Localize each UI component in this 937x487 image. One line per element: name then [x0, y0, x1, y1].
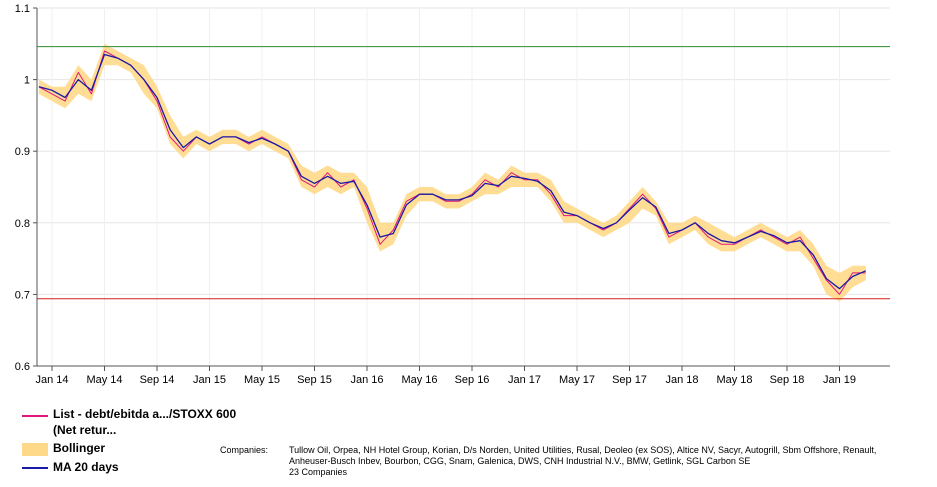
- legend-label-series: List - debt/ebitda a.../STOXX 600 (Net r…: [53, 407, 237, 437]
- legend-item-ma[interactable]: MA 20 days: [22, 459, 262, 478]
- x-tick-label: Jan 17: [508, 374, 541, 386]
- line-chart: 0.6 0.7 0.8 0.9 1 1.1 Jan 14 May 14 Sep 14 Jan 15…: [15, 3, 890, 386]
- x-tick-label: May 15: [244, 374, 280, 386]
- x-tick-label: May 17: [559, 374, 595, 386]
- x-tick-label: Jan 16: [350, 374, 383, 386]
- x-tick-label: Sep 14: [140, 374, 175, 386]
- bollinger-band-swatch: [22, 443, 48, 456]
- legend-label-bollinger: Bollinger: [53, 441, 106, 455]
- y-tick-label: 1.1: [15, 3, 30, 15]
- x-tick-label: Jan 15: [193, 374, 226, 386]
- y-tick-label: 0.6: [15, 361, 30, 373]
- legend-item-bollinger[interactable]: Bollinger: [22, 440, 262, 459]
- legend: List - debt/ebitda a.../STOXX 600 (Net r…: [22, 406, 262, 478]
- x-tick-label: Sep 17: [612, 374, 647, 386]
- x-tick-label: Sep 18: [770, 374, 805, 386]
- y-tick-label: 0.9: [15, 146, 30, 158]
- y-tick-label: 0.8: [15, 218, 30, 230]
- x-tick-label: Sep 16: [455, 374, 490, 386]
- legend-item-series[interactable]: List - debt/ebitda a.../STOXX 600 (Net r…: [22, 406, 262, 440]
- series-line: [38, 50, 866, 295]
- x-tick-label: Jan 19: [823, 374, 856, 386]
- legend-label-ma: MA 20 days: [53, 460, 119, 474]
- x-tick-label: May 14: [86, 374, 122, 386]
- x-tick-label: May 18: [716, 374, 752, 386]
- x-tick-label: May 16: [401, 374, 437, 386]
- ma-line: [38, 53, 867, 290]
- x-tick-label: Jan 18: [665, 374, 698, 386]
- companies-count: 23 Companies: [289, 467, 348, 477]
- x-tick-label: Jan 14: [35, 374, 68, 386]
- companies-list: Tullow Oil, Orpea, NH Hotel Group, Koria…: [289, 445, 919, 478]
- ma-line-swatch: [22, 467, 48, 469]
- companies-label: Companies:: [220, 445, 269, 455]
- bollinger-band: [38, 43, 866, 302]
- y-tick-label: 0.7: [15, 289, 30, 301]
- companies-names: Tullow Oil, Orpea, NH Hotel Group, Koria…: [289, 445, 877, 466]
- y-tick-label: 1: [24, 75, 30, 87]
- x-tick-label: Sep 15: [297, 374, 332, 386]
- series-line-swatch: [22, 415, 48, 417]
